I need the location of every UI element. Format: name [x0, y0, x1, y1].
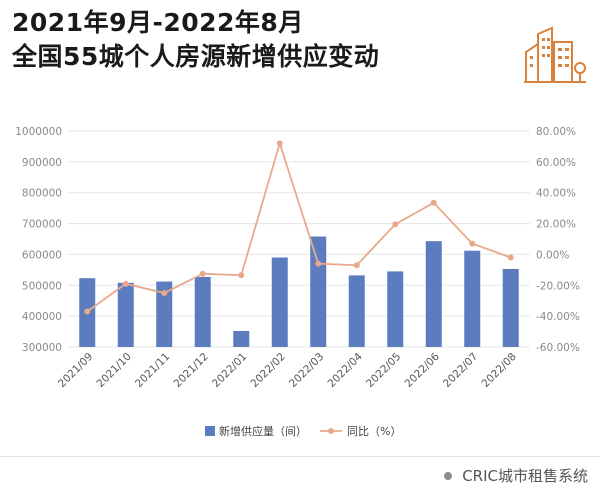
right-axis-tick-label: 0.00% — [536, 249, 569, 261]
footer-dot-icon — [444, 471, 453, 480]
bar — [310, 236, 327, 347]
legend-line-marker — [328, 428, 334, 434]
x-axis-tick-label: 2021/12 — [172, 351, 211, 390]
bar — [425, 241, 442, 347]
x-axis-tick-label: 2022/03 — [287, 351, 326, 390]
x-axis-tick-label: 2021/11 — [133, 351, 172, 390]
right-axis-tick-label: 80.00% — [536, 126, 576, 138]
x-axis-tick-label: 2021/10 — [95, 351, 134, 390]
left-axis-tick-label: 700000 — [22, 219, 62, 231]
title-line-1: 2021年9月-2022年8月 — [12, 8, 304, 37]
yoy-point — [84, 308, 91, 315]
legend-bar-label: 新增供应量（间） — [219, 424, 307, 438]
left-axis-tick-label: 400000 — [22, 311, 62, 323]
bar — [387, 271, 404, 347]
bar — [502, 268, 519, 347]
x-axis-tick-label: 2022/04 — [326, 350, 366, 390]
legend-line-label: 同比（%） — [347, 425, 401, 438]
yoy-point — [199, 270, 206, 277]
yoy-point — [430, 199, 437, 206]
yoy-point — [238, 272, 245, 279]
yoy-point — [122, 280, 129, 287]
left-axis-tick-label: 1000000 — [15, 126, 62, 138]
bar — [271, 257, 288, 347]
footer: CRIC城市租售系统 — [444, 465, 588, 486]
left-axis-tick-label: 600000 — [22, 249, 62, 261]
x-axis-tick-label: 2022/06 — [403, 350, 443, 390]
left-axis-tick-label: 300000 — [22, 342, 62, 354]
footer-source: CRIC城市租售系统 — [462, 467, 588, 485]
right-axis-tick-label: 20.00% — [536, 219, 576, 231]
bar — [117, 282, 134, 347]
yoy-point — [276, 140, 283, 147]
yoy-line — [86, 140, 512, 313]
x-axis-tick-label: 2022/05 — [364, 351, 403, 390]
yoy-point — [315, 260, 322, 267]
yoy-point — [353, 262, 360, 269]
city-buildings-icon — [524, 26, 586, 83]
left-axis-tick-label: 500000 — [22, 280, 62, 292]
x-axis-tick-label: 2022/02 — [249, 351, 288, 390]
right-axis-tick-label: -60.00% — [536, 342, 580, 354]
yoy-point — [161, 290, 168, 296]
right-axis-tick-label: -40.00% — [536, 311, 580, 323]
x-axis-tick-label: 2022/08 — [480, 351, 519, 390]
yoy-point — [469, 240, 476, 247]
right-axis-tick-label: 60.00% — [536, 157, 576, 169]
chart-title: 2021年9月-2022年8月 全国55城个人房源新增供应变动 — [12, 6, 379, 74]
x-axis-tick-label: 2022/07 — [441, 351, 480, 390]
yoy-point — [507, 254, 514, 261]
bar — [156, 281, 173, 347]
bar — [194, 276, 211, 347]
x-axis-tick-label: 2021/09 — [56, 351, 95, 390]
title-line-2: 全国55城个人房源新增供应变动 — [12, 42, 380, 71]
bar — [464, 250, 481, 347]
footer-divider — [0, 456, 600, 457]
bar — [233, 330, 250, 347]
combo-chart: 300000 400000 500000 600000 700000 800000 9000… — [15, 126, 580, 438]
right-axis-tick-label: -20.00% — [536, 280, 580, 292]
left-axis-tick-label: 800000 — [22, 188, 62, 200]
right-axis-tick-label: 40.00% — [536, 188, 576, 200]
bar — [348, 275, 365, 347]
left-axis-tick-label: 900000 — [22, 157, 62, 169]
legend-bar-swatch — [205, 426, 215, 436]
yoy-point — [392, 221, 399, 228]
x-axis-tick-label: 2022/01 — [210, 351, 249, 390]
